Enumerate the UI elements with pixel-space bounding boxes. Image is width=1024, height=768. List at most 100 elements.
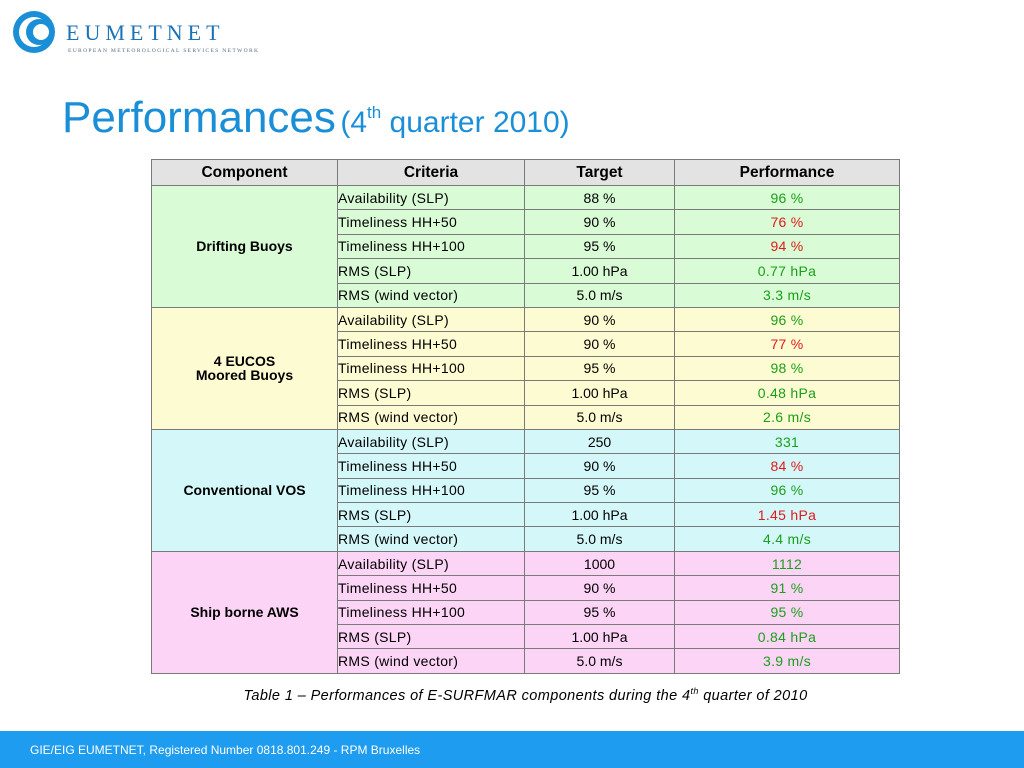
- target-cell: 90 %: [524, 575, 675, 601]
- group-conventional-vos: Conventional VOS Availability (SLP) 250 …: [151, 428, 900, 552]
- component-cell: 4 EUCOS Moored Buoys: [151, 306, 338, 430]
- page-title: Performances (4th quarter 2010): [62, 96, 570, 140]
- criteria-cell: RMS (SLP): [337, 502, 525, 528]
- table-caption: Table 1 – Performances of E-SURFMAR comp…: [0, 686, 1024, 704]
- eumetnet-logo-icon: [13, 11, 55, 53]
- performance-cell: 0.84 hPa: [674, 624, 900, 650]
- table-row: RMS (wind vector) 5.0 m/s 3.9 m/s: [152, 648, 900, 674]
- performance-cell: 1112: [674, 550, 900, 577]
- performance-cell: 94 %: [674, 233, 900, 260]
- performance-cell: 2.6 m/s: [674, 404, 900, 430]
- performance-cell: 96 %: [674, 184, 900, 211]
- criteria-cell: Timeliness HH+100: [337, 355, 525, 382]
- performance-cell: 96 %: [674, 306, 900, 333]
- target-cell: 95 %: [524, 233, 675, 260]
- target-cell: 90 %: [524, 453, 675, 479]
- criteria-cell: Availability (SLP): [337, 306, 525, 333]
- criteria-cell: Timeliness HH+50: [337, 453, 525, 479]
- criteria-cell: RMS (wind vector): [337, 282, 525, 308]
- target-cell: 5.0 m/s: [524, 282, 675, 308]
- target-cell: 1.00 hPa: [524, 258, 675, 284]
- performance-cell: 0.48 hPa: [674, 380, 900, 406]
- criteria-cell: Timeliness HH+50: [337, 331, 525, 357]
- target-cell: 5.0 m/s: [524, 404, 675, 430]
- footer-text: GIE/EIG EUMETNET, Registered Number 0818…: [30, 743, 421, 757]
- table-row: Timeliness HH+100 95 % 98 %: [152, 355, 900, 382]
- criteria-cell: RMS (wind vector): [337, 404, 525, 430]
- target-cell: 90 %: [524, 331, 675, 357]
- table-row: RMS (SLP) 1.00 hPa 0.48 hPa: [152, 380, 900, 406]
- table-row: RMS (wind vector) 5.0 m/s 3.3 m/s: [152, 282, 900, 308]
- performance-cell: 95 %: [674, 599, 900, 626]
- target-cell: 1.00 hPa: [524, 502, 675, 528]
- table-row: Timeliness HH+50 90 % 77 %: [152, 331, 900, 357]
- criteria-cell: Availability (SLP): [337, 550, 525, 577]
- criteria-cell: RMS (wind vector): [337, 648, 525, 674]
- performance-cell: 84 %: [674, 453, 900, 479]
- performance-cell: 77 %: [674, 331, 900, 357]
- performance-cell: 1.45 hPa: [674, 502, 900, 528]
- table-row: Timeliness HH+100 95 % 94 %: [152, 233, 900, 260]
- logo-subtitle: EUROPEAN METEOROLOGICAL SERVICES NETWORK: [68, 48, 260, 54]
- criteria-cell: Timeliness HH+100: [337, 477, 525, 504]
- performance-cell: 0.77 hPa: [674, 258, 900, 284]
- title-main: Performances: [62, 93, 336, 142]
- criteria-cell: Timeliness HH+50: [337, 209, 525, 235]
- target-cell: 1.00 hPa: [524, 624, 675, 650]
- criteria-cell: RMS (SLP): [337, 258, 525, 284]
- target-cell: 88 %: [524, 184, 675, 211]
- table-row: Timeliness HH+100 95 % 95 %: [152, 599, 900, 626]
- table-row: Ship borne AWS Availability (SLP) 1000 1…: [151, 550, 900, 674]
- performance-cell: 91 %: [674, 575, 900, 601]
- caption-sup: th: [690, 686, 699, 696]
- title-paren-rest: quarter 2010): [381, 106, 570, 139]
- criteria-cell: Availability (SLP): [337, 184, 525, 211]
- table-row: RMS (wind vector) 5.0 m/s 2.6 m/s: [152, 404, 900, 430]
- table-row: Timeliness HH+50 90 % 84 %: [152, 453, 900, 479]
- target-cell: 250: [524, 428, 675, 455]
- header-target: Target: [524, 159, 675, 186]
- table-row: RMS (SLP) 1.00 hPa 1.45 hPa: [152, 502, 900, 528]
- table-header-row: Component Criteria Target Performance: [151, 159, 900, 186]
- caption-after: quarter of 2010: [698, 687, 808, 704]
- group-drifting-buoys: Drifting Buoys Availability (SLP) 88 % 9…: [151, 184, 900, 308]
- criteria-cell: Timeliness HH+50: [337, 575, 525, 601]
- eumetnet-logo: EUMETNET EUROPEAN METEOROLOGICAL SERVICE…: [12, 10, 312, 56]
- table-row: RMS (SLP) 1.00 hPa 0.84 hPa: [152, 624, 900, 650]
- group-moored-buoys: 4 EUCOS Moored Buoys Availability (SLP) …: [151, 306, 900, 430]
- caption-before: Table 1 – Performances of E-SURFMAR comp…: [243, 687, 691, 704]
- title-sup: th: [367, 103, 382, 122]
- header-criteria: Criteria: [337, 159, 525, 186]
- performance-cell: 4.4 m/s: [674, 526, 900, 552]
- component-cell: Ship borne AWS: [151, 550, 338, 674]
- table-row: 4 EUCOS Moored Buoys Availability (SLP) …: [151, 306, 900, 430]
- title-paren-open: (4: [340, 106, 368, 139]
- target-cell: 95 %: [524, 599, 675, 626]
- target-cell: 95 %: [524, 355, 675, 382]
- criteria-cell: Timeliness HH+100: [337, 599, 525, 626]
- title-paren: (4th quarter 2010): [340, 103, 570, 139]
- table-row: RMS (SLP) 1.00 hPa 0.77 hPa: [152, 258, 900, 284]
- table-row: RMS (wind vector) 5.0 m/s 4.4 m/s: [152, 526, 900, 552]
- performance-cell: 76 %: [674, 209, 900, 235]
- logo-name: EUMETNET: [66, 20, 225, 45]
- performance-table: Component Criteria Target Performance Dr…: [151, 159, 900, 674]
- group-ship-borne-aws: Ship borne AWS Availability (SLP) 1000 1…: [151, 550, 900, 674]
- criteria-cell: Availability (SLP): [337, 428, 525, 455]
- target-cell: 90 %: [524, 306, 675, 333]
- target-cell: 1.00 hPa: [524, 380, 675, 406]
- performance-cell: 96 %: [674, 477, 900, 504]
- target-cell: 90 %: [524, 209, 675, 235]
- target-cell: 95 %: [524, 477, 675, 504]
- table-row: Timeliness HH+50 90 % 76 %: [152, 209, 900, 235]
- component-line1: 4 EUCOS: [213, 353, 276, 370]
- criteria-cell: RMS (wind vector): [337, 526, 525, 552]
- table-row: Timeliness HH+100 95 % 96 %: [152, 477, 900, 504]
- criteria-cell: RMS (SLP): [337, 624, 525, 650]
- performance-cell: 3.3 m/s: [674, 282, 900, 308]
- performance-cell: 331: [674, 428, 900, 455]
- header-performance: Performance: [674, 159, 900, 186]
- table-row: Drifting Buoys Availability (SLP) 88 % 9…: [151, 184, 900, 308]
- performance-cell: 98 %: [674, 355, 900, 382]
- target-cell: 5.0 m/s: [524, 526, 675, 552]
